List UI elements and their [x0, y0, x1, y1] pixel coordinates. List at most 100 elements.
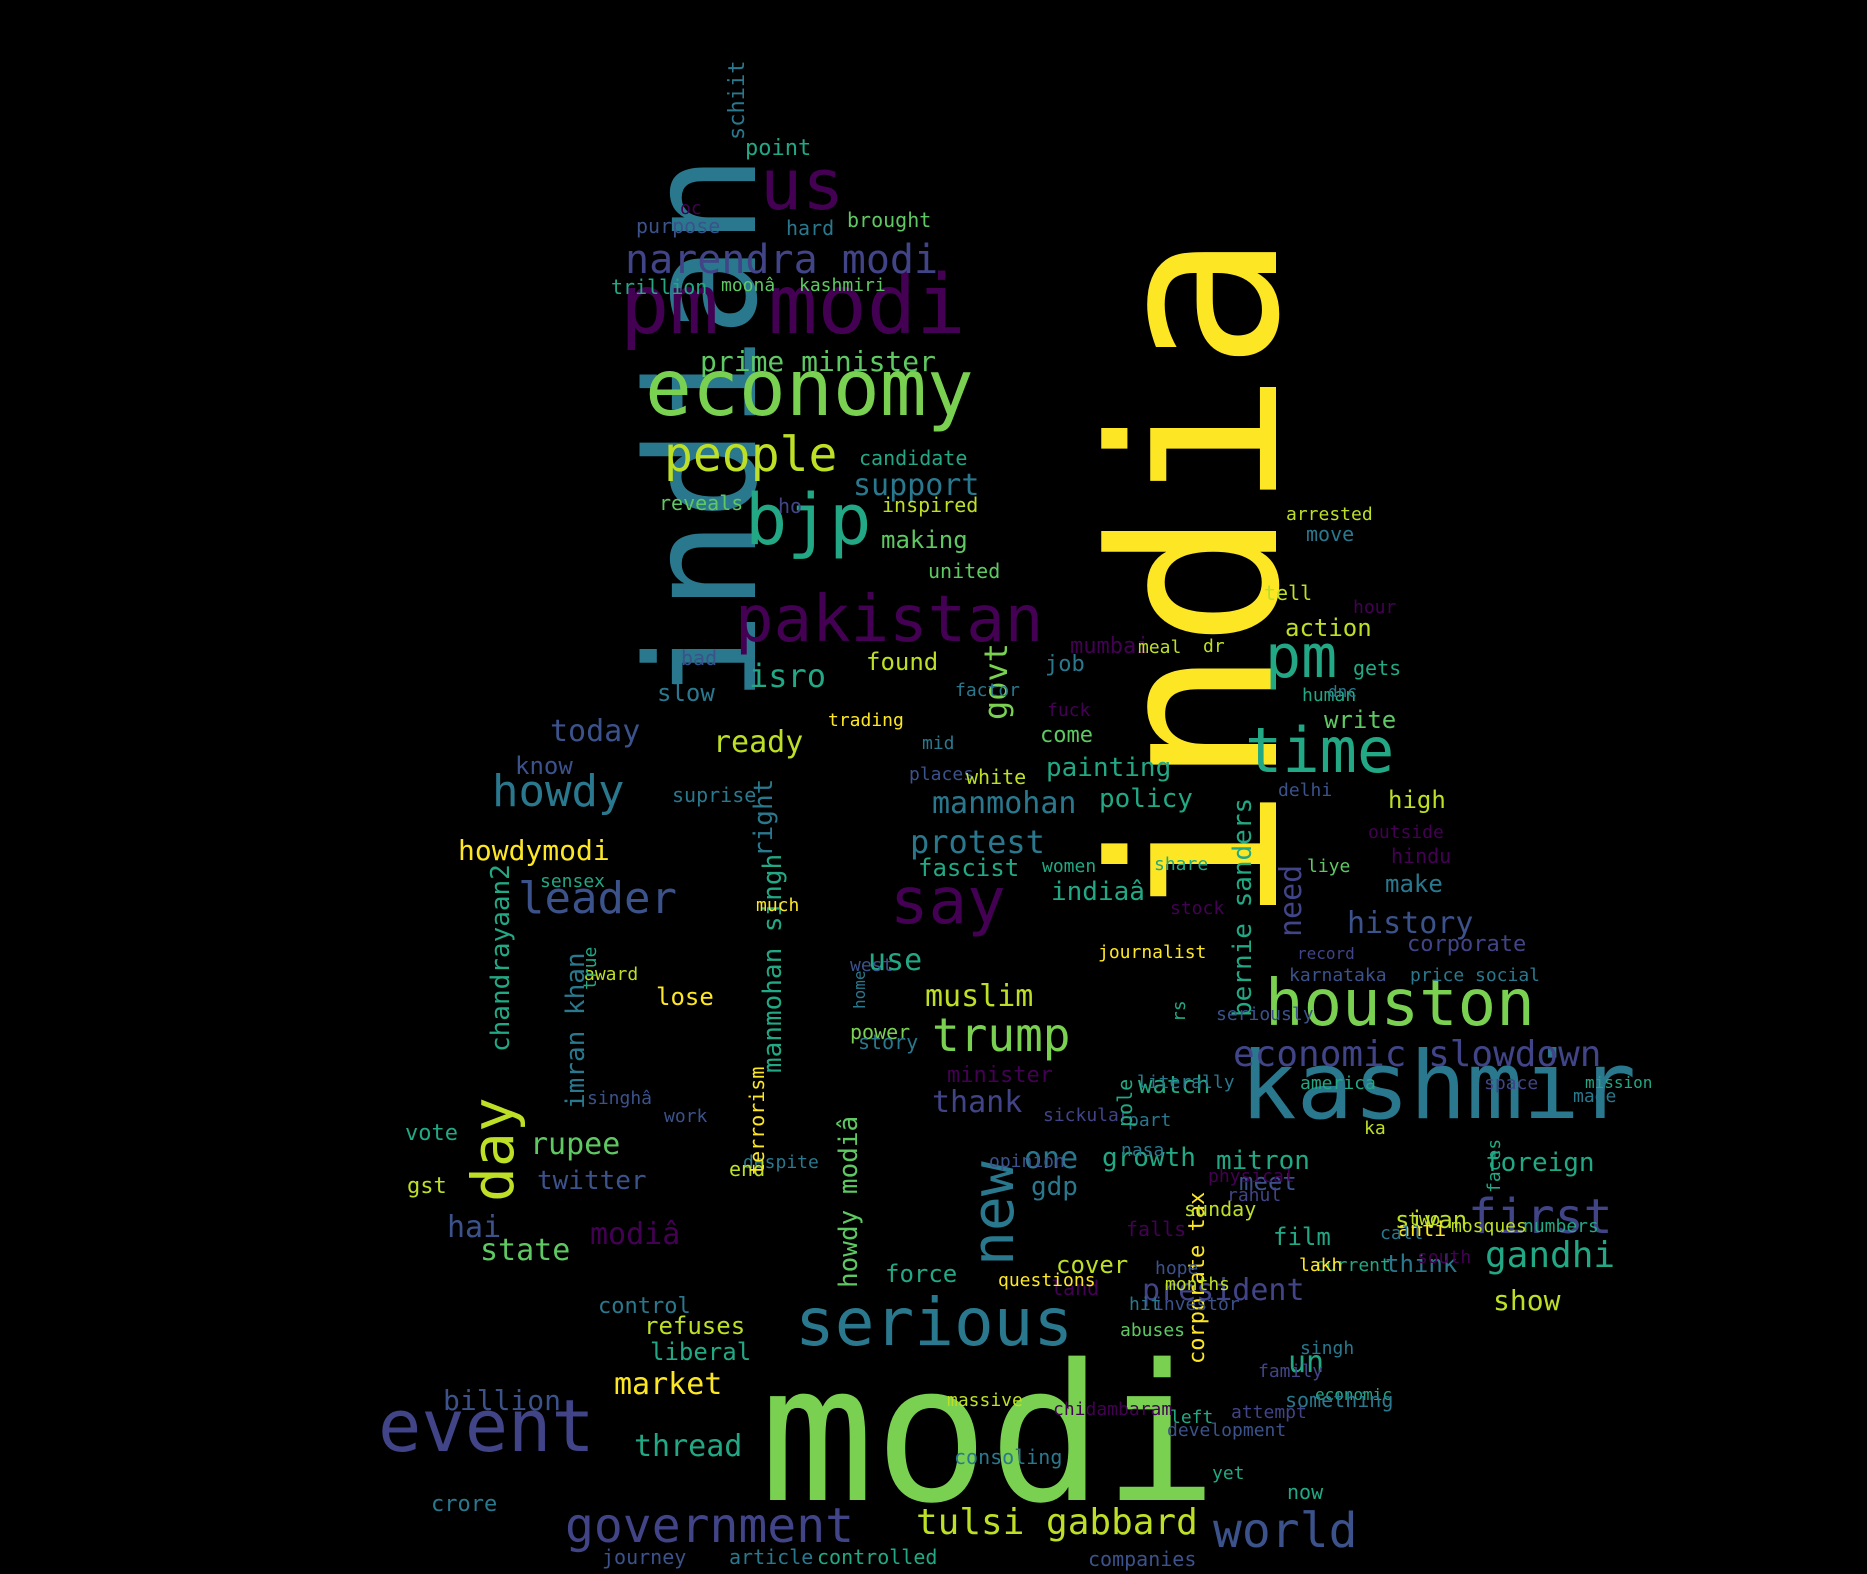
cloud-word-found: found: [866, 648, 939, 676]
cloud-word-manmohan: manmohan: [932, 786, 1077, 821]
cloud-word-gst: gst: [407, 1174, 447, 1199]
cloud-word-economic: economic: [1315, 1385, 1393, 1404]
cloud-word-physical: physical: [1208, 1166, 1295, 1187]
cloud-word-social: social: [1475, 965, 1541, 986]
cloud-word-trading: trading: [828, 710, 904, 731]
cloud-word-record: record: [1297, 944, 1355, 963]
cloud-word-hope: hope: [1155, 1258, 1199, 1279]
cloud-word-pm-modi: pm modi: [620, 258, 966, 353]
cloud-word-president: president: [1142, 1273, 1305, 1308]
cloud-word-part: part: [1128, 1110, 1172, 1131]
cloud-word-kashmiri: kashmiri: [799, 275, 886, 296]
cloud-word-cover: cover: [1056, 1251, 1129, 1279]
cloud-word-history: history: [1347, 906, 1474, 941]
cloud-word-singh-: singhâ: [587, 1088, 653, 1109]
cloud-word-control: control: [598, 1294, 691, 1319]
cloud-word-rupee: rupee: [530, 1127, 621, 1162]
cloud-word-pm: pm: [1265, 622, 1338, 692]
cloud-word-tell: tell: [1264, 581, 1313, 605]
cloud-word-faces: faces: [1484, 1138, 1505, 1193]
cloud-word-meal: meal: [1138, 637, 1182, 658]
cloud-word-lakh: lakh: [1299, 1255, 1343, 1276]
cloud-word-yet: yet: [1212, 1463, 1245, 1484]
cloud-word-meet: meet: [1239, 1168, 1297, 1196]
cloud-word-schiit: schiit: [725, 60, 750, 140]
cloud-word-ho: ho: [778, 494, 803, 518]
cloud-word-event: event: [378, 1384, 595, 1468]
cloud-word-force: force: [885, 1260, 958, 1288]
cloud-word-new: new: [959, 1161, 1027, 1266]
cloud-word-refuses: refuses: [644, 1312, 746, 1340]
cloud-word-current: current: [1315, 1255, 1391, 1276]
cloud-word-kashmir: kashmir: [1240, 1032, 1637, 1141]
cloud-word-despite: despite: [743, 1152, 819, 1173]
cloud-word-outside: outside: [1368, 822, 1444, 843]
cloud-word-controlled: controlled: [817, 1545, 938, 1569]
cloud-word-slow: slow: [657, 679, 715, 707]
cloud-word-isro: isro: [749, 657, 827, 695]
cloud-word-today: today: [550, 714, 641, 749]
cloud-word-corporate: corporate: [1407, 932, 1527, 957]
cloud-word-consoling: consoling: [954, 1445, 1063, 1469]
cloud-word-economic-slowdown: economic slowdown: [1233, 1034, 1602, 1075]
cloud-word-world: world: [1213, 1503, 1358, 1559]
cloud-word-chandrayaan2: chandrayaan2: [486, 864, 516, 1052]
cloud-word-hour: hour: [1353, 597, 1397, 618]
cloud-word-serious: serious: [795, 1284, 1074, 1361]
cloud-word-making: making: [881, 526, 968, 554]
cloud-word-share: share: [1154, 854, 1209, 875]
cloud-word-film: film: [1273, 1223, 1331, 1251]
cloud-word-power: power: [850, 1020, 911, 1044]
cloud-word-liberal: liberal: [650, 1338, 752, 1366]
cloud-word-trillion: trillion: [611, 275, 708, 299]
cloud-word-literally: literally: [1137, 1072, 1235, 1093]
cloud-word-mitron: mitron: [1216, 1146, 1310, 1176]
cloud-word-mumbai: mumbai: [1070, 634, 1150, 659]
cloud-word-manmohan-singh: manmohan singh: [758, 853, 788, 1073]
cloud-word-write: write: [1324, 706, 1397, 734]
cloud-word-time: time: [1245, 714, 1395, 787]
cloud-word-action: action: [1285, 614, 1372, 642]
cloud-word-leader: leader: [518, 873, 677, 924]
cloud-word-suprise: suprise: [672, 783, 757, 807]
cloud-word-women: women: [1042, 856, 1097, 877]
cloud-word-much: much: [756, 895, 800, 916]
cloud-word-fascist: fascist: [918, 854, 1020, 882]
cloud-word-moon-: moonâ: [721, 275, 776, 296]
cloud-word-factor: factor: [955, 680, 1021, 701]
cloud-word-billion: billion: [443, 1384, 562, 1417]
cloud-word-questions: questions: [998, 1270, 1096, 1291]
cloud-word-howdymodi: howdymodi: [458, 834, 610, 867]
cloud-word-trump: trump: [932, 1008, 1071, 1062]
cloud-word-reveals: reveals: [659, 491, 744, 515]
cloud-word-united: united: [928, 559, 1001, 583]
cloud-word-true: true: [580, 946, 601, 990]
cloud-word-houston: houston: [1265, 967, 1535, 1041]
cloud-word-protest: protest: [910, 823, 1045, 861]
cloud-word-india: india: [1064, 232, 1331, 925]
cloud-word-howdy: howdy: [492, 766, 625, 817]
cloud-word-seriously: seriously: [1216, 1004, 1314, 1025]
cloud-word-nasa: nasa: [1121, 1140, 1165, 1161]
cloud-word-mosques: mosques: [1451, 1216, 1527, 1237]
cloud-word-falls: falls: [1126, 1217, 1187, 1241]
cloud-word-price: price: [1410, 965, 1465, 986]
cloud-word-modi-: modiâ: [590, 1217, 681, 1252]
cloud-word-award: award: [584, 964, 639, 985]
cloud-word-pakistan: pakistan: [735, 583, 1044, 657]
cloud-word-sivan: sivan: [1395, 1206, 1468, 1234]
cloud-word-work: work: [664, 1106, 708, 1127]
cloud-word-dr: dr: [1203, 636, 1225, 657]
cloud-word-crore: crore: [431, 1492, 498, 1517]
cloud-word-numbers: numbers: [1523, 1216, 1599, 1237]
cloud-word-mission: mission: [1585, 1073, 1653, 1092]
cloud-word-rahul: rahul: [1227, 1185, 1282, 1206]
cloud-word-gets: gets: [1353, 656, 1402, 680]
cloud-word-anti: anti: [1398, 1217, 1447, 1241]
cloud-word-use: use: [868, 943, 923, 978]
cloud-word-economy: economy: [645, 344, 974, 434]
cloud-word-home: home: [850, 970, 869, 1009]
cloud-word-lose: lose: [656, 983, 714, 1011]
cloud-word-people: people: [664, 427, 838, 483]
